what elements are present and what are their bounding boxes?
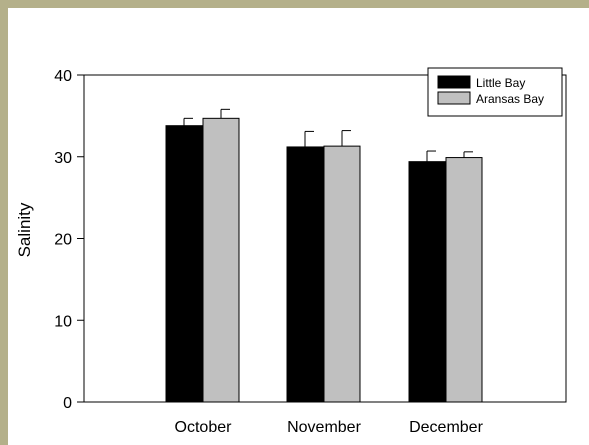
legend-label: Aransas Bay (476, 92, 544, 106)
bar (445, 157, 483, 403)
legend-label: Little Bay (476, 76, 525, 90)
legend-swatch (437, 75, 471, 89)
bar (323, 145, 361, 403)
x-tick-label: October (175, 419, 233, 436)
bar (286, 146, 324, 403)
y-tick-label: 10 (54, 313, 72, 330)
y-tick-label: 30 (54, 150, 72, 167)
x-tick-label: December (409, 419, 483, 436)
y-axis-title: Salinity (15, 202, 34, 257)
bar (408, 161, 446, 403)
y-tick-label: 20 (54, 232, 72, 249)
bar (165, 125, 203, 403)
y-tick-label: 0 (63, 395, 72, 412)
bar (202, 117, 240, 403)
x-tick-label: November (287, 419, 361, 436)
legend-swatch (437, 91, 471, 105)
y-tick-label: 40 (54, 68, 72, 85)
